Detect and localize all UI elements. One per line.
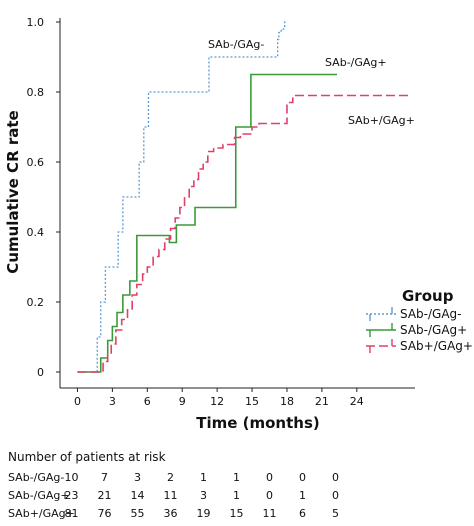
risk-value: 10 — [64, 471, 78, 484]
risk-value: 14 — [130, 489, 144, 502]
x-tick-label: 12 — [210, 395, 224, 408]
risk-row-label-2: SAb-/GAg+ — [8, 489, 70, 502]
y-tick-label: 0.6 — [27, 156, 45, 169]
risk-value: 1 — [233, 489, 240, 502]
risk-value: 81 — [64, 507, 78, 520]
risk-value: 0 — [332, 489, 339, 502]
x-tick-label: 24 — [350, 395, 364, 408]
risk-value: 3 — [200, 489, 207, 502]
y-tick-label: 1.0 — [27, 16, 45, 29]
risk-value: 11 — [163, 489, 177, 502]
risk-value: 21 — [97, 489, 111, 502]
risk-value: 11 — [262, 507, 276, 520]
x-tick-label: 9 — [179, 395, 186, 408]
legend-swatch-step-3 — [369, 339, 393, 353]
risk-row-label-1: SAb-/GAg- — [8, 471, 64, 484]
y-tick-label: 0.4 — [27, 226, 45, 239]
x-tick-label: 0 — [74, 395, 81, 408]
risk-value: 55 — [130, 507, 144, 520]
risk-value: 6 — [299, 507, 306, 520]
series-label-3: SAb+/GAg+ — [348, 114, 415, 127]
risk-value: 19 — [196, 507, 210, 520]
axes: 0 3 6 9 12 15 18 21 24 0 0.2 0.4 0.6 0.8 1.0 — [27, 16, 415, 408]
risk-value: 36 — [163, 507, 177, 520]
x-axis-title: Time (months) — [196, 414, 320, 432]
y-tick-label: 0 — [37, 366, 44, 379]
x-tick-label: 15 — [245, 395, 259, 408]
annotations: SAb-/GAg- SAb-/GAg+ SAb+/GAg+ — [208, 38, 415, 127]
series-label-1: SAb-/GAg- — [208, 38, 264, 51]
series-line-2 — [77, 73, 338, 373]
risk-value: 0 — [266, 471, 273, 484]
series-layer — [77, 21, 410, 373]
risk-value: 7 — [101, 471, 108, 484]
y-tick-label: 0.2 — [27, 296, 45, 309]
risk-value: 2 — [167, 471, 174, 484]
legend-label-3: SAb+/GAg+ — [400, 339, 473, 353]
x-tick-label: 3 — [109, 395, 116, 408]
series-line-3 — [77, 94, 410, 373]
x-tick-label: 6 — [144, 395, 151, 408]
risk-table: Number of patients at risk SAb-/GAg- 10 7 3… — [8, 450, 339, 520]
legend-swatch-step-2 — [369, 323, 393, 337]
x-tick-label: 21 — [315, 395, 329, 408]
risk-value: 5 — [332, 507, 339, 520]
risk-value: 15 — [229, 507, 243, 520]
risk-row-label-3: SAb+/GAg+ — [8, 507, 75, 520]
y-axis-title: Cumulative CR rate — [4, 110, 22, 273]
legend-label-1: SAb-/GAg- — [400, 307, 462, 321]
series-label-2: SAb-/GAg+ — [325, 56, 387, 69]
x-tick-label: 18 — [280, 395, 294, 408]
risk-value: 1 — [299, 489, 306, 502]
legend-label-2: SAb-/GAg+ — [400, 323, 467, 337]
legend-title: Group — [402, 287, 454, 305]
legend-swatch-step-1 — [369, 307, 393, 321]
risk-value: 0 — [266, 489, 273, 502]
risk-value: 1 — [200, 471, 207, 484]
risk-value: 1 — [233, 471, 240, 484]
risk-value: 0 — [332, 471, 339, 484]
legend: Group SAb-/GAg- SAb-/GAg+ SAb+/GAg+ — [366, 287, 473, 353]
risk-value: 0 — [299, 471, 306, 484]
y-tick-label: 0.8 — [27, 86, 45, 99]
risk-value: 76 — [97, 507, 111, 520]
risk-value: 23 — [64, 489, 78, 502]
series-line-1 — [77, 21, 287, 373]
risk-value: 3 — [134, 471, 141, 484]
risk-table-title: Number of patients at risk — [8, 450, 166, 464]
